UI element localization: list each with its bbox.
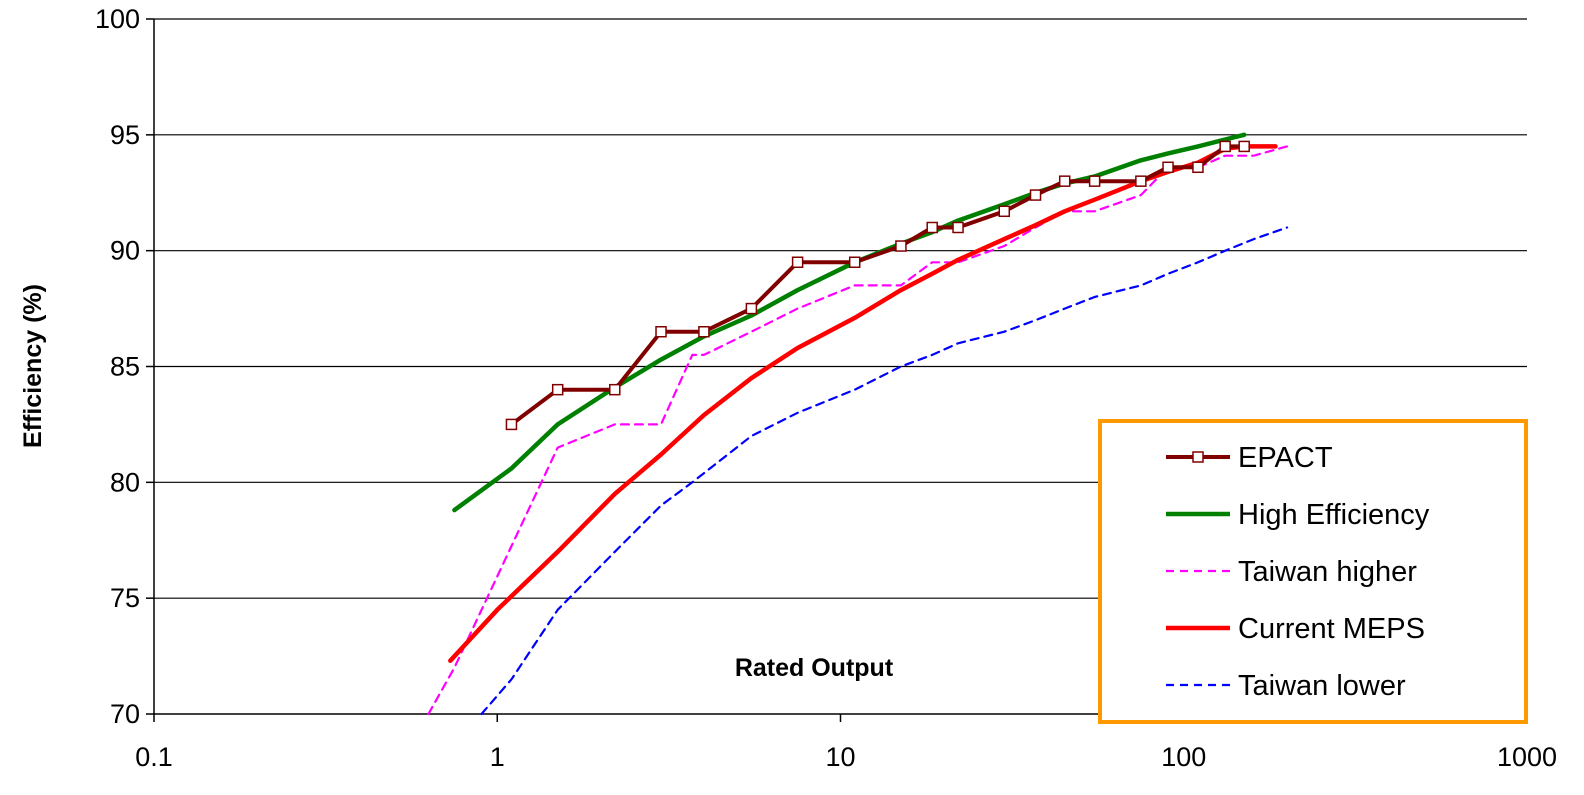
series-line-0 [509,144,1247,427]
x-tick-label-4: 1000 [1497,742,1557,772]
y-tick-label-80: 80 [110,467,140,497]
y-tick-label-100: 100 [95,4,140,34]
series-0-point-3 [655,326,667,338]
series-0-point-5 [745,302,758,315]
series-0-point-19 [1238,140,1250,153]
series-0-point-13 [1058,175,1071,187]
y-tick-label-90: 90 [110,236,140,266]
series-0-point-17 [1192,161,1204,174]
series-0-point-10 [952,221,964,234]
x-tick-label-1: 1 [490,742,505,772]
x-ticks: 0.1 1 10 100 1000 [135,714,1557,772]
x-tick-label-3: 100 [1161,742,1206,772]
legend-label-1: High Efficiency [1238,499,1430,531]
y-tick-label-85: 85 [110,352,140,382]
series-0-point-7 [848,256,861,268]
y-tick-label-95: 95 [110,120,140,150]
legend-marker-0 [1192,451,1204,463]
x-tick-label-0: 0.1 [135,742,173,772]
series-layer [427,132,1289,716]
legend: EPACT High Efficiency Taiwan higher Current… [1098,419,1528,724]
x-axis-title: Rated Output [735,654,894,682]
series-0-point-12 [1029,189,1042,201]
y-ticks: 70 75 80 85 90 95 100 [95,4,154,729]
legend-label-4: Taiwan lower [1238,670,1406,702]
series-0-point-18 [1219,140,1231,153]
series-line-4 [480,226,1289,716]
series-0-point-15 [1135,175,1147,187]
series-0-point-2 [609,383,621,396]
series-0-point-14 [1088,175,1101,187]
y-axis-title: Efficiency (%) [19,284,47,448]
series-0-point-6 [791,256,804,268]
series-0-point-11 [998,205,1011,218]
series-0-point-8 [895,240,907,252]
legend-label-3: Current MEPS [1238,613,1425,645]
series-0-point-16 [1162,161,1174,174]
y-tick-label-70: 70 [110,699,140,729]
series-0-point-0 [505,418,518,431]
legend-label-2: Taiwan higher [1238,556,1417,588]
x-tick-label-2: 10 [825,742,855,772]
y-tick-label-75: 75 [110,583,140,613]
series-0-point-1 [551,383,564,396]
legend-label-0: EPACT [1238,442,1333,474]
series-0-point-9 [926,221,938,234]
series-0-point-4 [698,326,710,338]
